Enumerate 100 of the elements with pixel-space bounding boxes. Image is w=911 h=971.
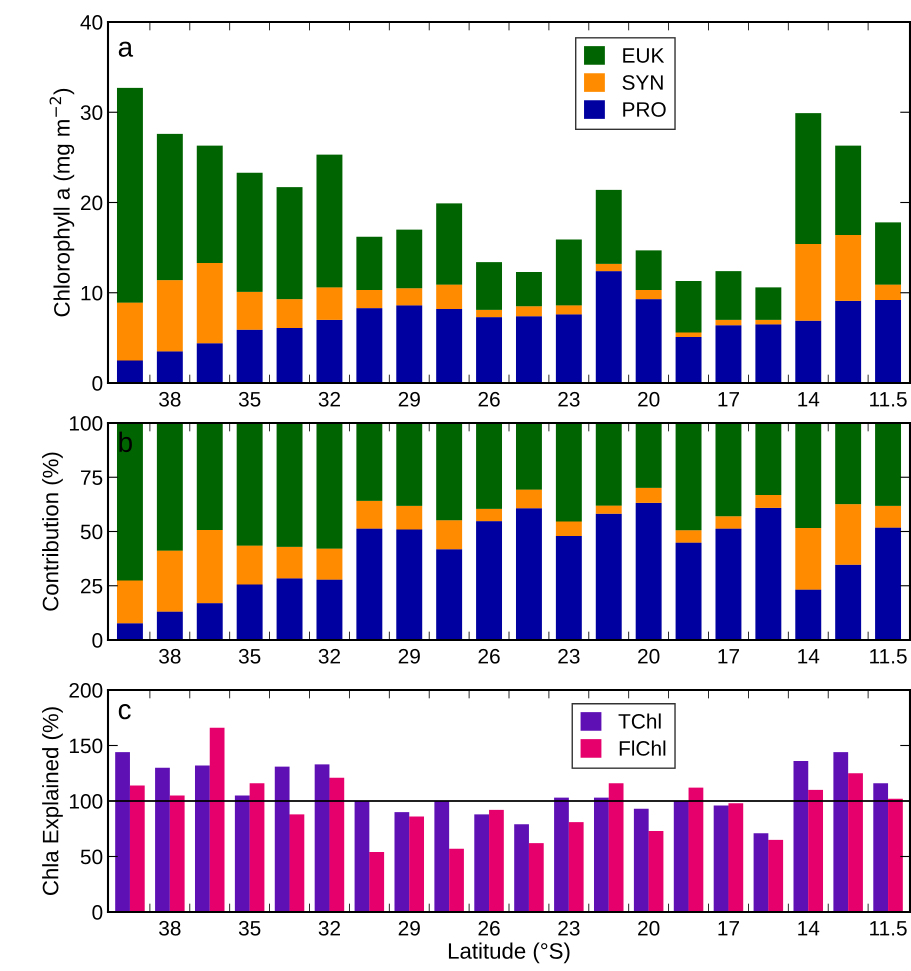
bar xyxy=(715,516,742,529)
bar xyxy=(556,314,582,383)
y-tick-label: 10 xyxy=(82,286,102,301)
bar xyxy=(396,506,422,530)
bar xyxy=(316,320,342,383)
bar xyxy=(116,302,143,360)
bar xyxy=(714,805,728,912)
bar xyxy=(290,814,304,912)
bar xyxy=(556,305,582,314)
bar xyxy=(396,530,422,640)
bar xyxy=(793,761,808,912)
x-tick-label: 17 xyxy=(718,921,739,936)
bar xyxy=(516,316,542,383)
x-axis-title: Latitude (°S) xyxy=(448,942,570,964)
x-tick-label: 35 xyxy=(238,392,260,407)
y-tick-label: 30 xyxy=(80,105,102,120)
bar xyxy=(636,423,662,488)
y-axis-title: Chlorophyll a (mg m$^{−2}$) xyxy=(50,88,74,316)
y-tick-label: 100 xyxy=(70,794,102,809)
bar xyxy=(196,423,223,530)
bar xyxy=(556,423,582,522)
bar xyxy=(396,230,422,288)
bar xyxy=(436,284,462,309)
bar xyxy=(808,790,824,912)
bar xyxy=(276,328,303,383)
y-tick-label: 200 xyxy=(69,683,102,698)
bar xyxy=(196,343,223,383)
bar xyxy=(795,244,822,321)
y-tick-label: 20 xyxy=(81,196,102,210)
bar xyxy=(236,172,263,292)
bar xyxy=(476,262,502,310)
bar xyxy=(369,852,384,912)
bar xyxy=(156,612,183,640)
bar xyxy=(236,423,263,546)
annotation: a xyxy=(118,42,134,57)
bar xyxy=(474,814,490,912)
x-tick-label: 32 xyxy=(318,920,340,936)
bar xyxy=(676,423,702,530)
legend-label: SYN xyxy=(622,75,663,90)
bar xyxy=(648,830,664,912)
bar xyxy=(795,113,822,244)
bar xyxy=(835,300,862,383)
bar xyxy=(170,795,185,912)
bar xyxy=(596,190,622,264)
bar xyxy=(676,542,702,640)
bar xyxy=(514,824,529,912)
bar xyxy=(116,360,143,383)
annotation: b xyxy=(119,432,132,452)
x-tick-label: 35 xyxy=(238,920,260,936)
bar xyxy=(115,752,130,912)
bar xyxy=(194,765,210,912)
bar xyxy=(250,783,264,912)
bar xyxy=(356,423,382,501)
bar xyxy=(755,320,782,324)
bar xyxy=(316,154,342,288)
x-tick-label: 11.5 xyxy=(870,921,907,936)
bar xyxy=(116,88,143,303)
y-tick-label: 0 xyxy=(92,376,102,391)
bar xyxy=(728,803,744,912)
bar xyxy=(516,272,542,306)
bar xyxy=(875,222,902,285)
annotation: c xyxy=(118,704,131,720)
bar xyxy=(676,281,702,332)
bar xyxy=(516,508,542,640)
x-tick-label: 35 xyxy=(238,648,260,664)
x-tick-label: 26 xyxy=(478,392,500,407)
x-tick-label: 38 xyxy=(159,920,181,936)
x-tick-label: 29 xyxy=(398,392,420,407)
x-tick-label: 23 xyxy=(558,392,580,407)
y-axis-title: Chla Explained (%) xyxy=(42,707,63,895)
x-tick-label: 26 xyxy=(478,648,500,664)
bar xyxy=(596,506,622,514)
bar xyxy=(236,546,263,584)
bar xyxy=(848,773,863,912)
bar xyxy=(754,833,768,912)
bar xyxy=(715,271,742,320)
bar xyxy=(394,812,410,912)
x-tick-label: 38 xyxy=(159,648,181,664)
y-tick-label: 150 xyxy=(70,738,102,754)
bar xyxy=(356,236,382,290)
x-tick-label: 32 xyxy=(318,648,340,664)
bar xyxy=(436,549,462,640)
bar xyxy=(755,495,782,508)
bar xyxy=(356,528,382,640)
legend-label: EUK xyxy=(623,48,664,63)
bar xyxy=(436,423,462,520)
bar xyxy=(516,490,542,508)
bar xyxy=(274,766,290,912)
bar xyxy=(356,308,382,383)
bar xyxy=(715,320,742,326)
bar xyxy=(715,325,742,383)
bar xyxy=(888,798,903,912)
bar xyxy=(196,530,223,604)
y-tick-label: 25 xyxy=(81,578,102,594)
bar xyxy=(715,528,742,640)
x-tick-label: 14 xyxy=(798,392,820,406)
legend-label: PRO xyxy=(623,102,666,117)
bar xyxy=(636,290,662,300)
x-tick-label: 26 xyxy=(478,920,500,936)
y-axis-title: Contribution (%) xyxy=(42,452,63,611)
